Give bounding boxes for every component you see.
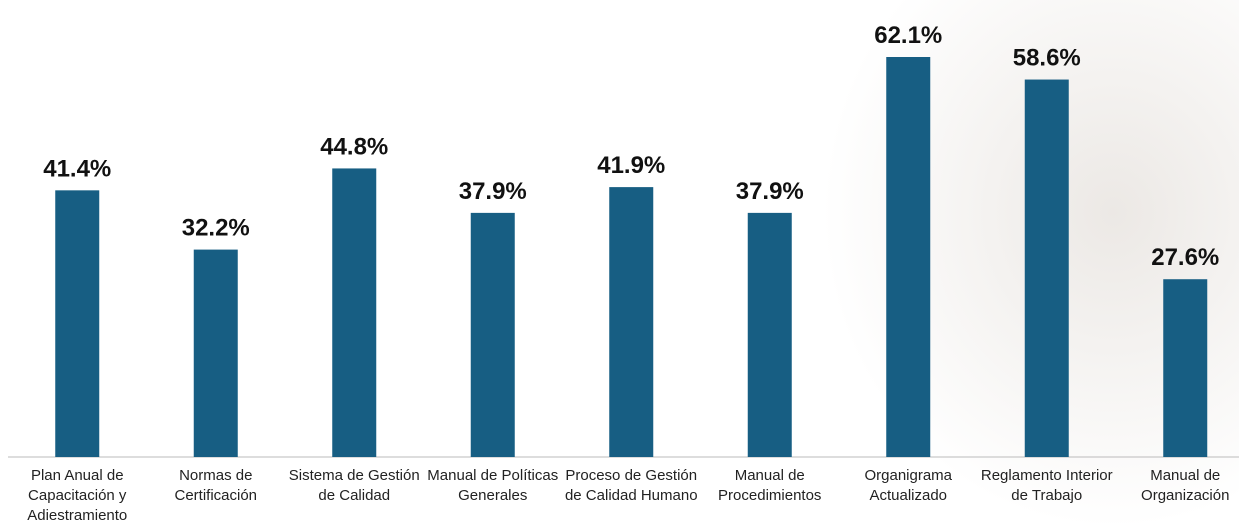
bar	[1025, 80, 1069, 457]
bar	[471, 213, 515, 457]
x-tick-label: Manual de Organización	[1118, 466, 1239, 506]
x-tick-label: Sistema de Gestión de Calidad	[287, 466, 421, 506]
value-label: 62.1%	[874, 22, 942, 49]
bar	[1163, 279, 1207, 457]
x-tick-label: Plan Anual de Capacitación y Adiestramie…	[10, 466, 144, 526]
bar	[332, 168, 376, 457]
value-label: 37.9%	[736, 178, 804, 205]
x-tick-label: Reglamento Interior de Trabajo	[980, 466, 1114, 506]
bar	[55, 190, 99, 457]
page: 41.4% 32.2% 44.8% 37.9% 41.9% 37.9% 62.1% 58.6%…	[0, 0, 1239, 531]
x-tick-label: Proceso de Gestión de Calidad Humano	[564, 466, 698, 506]
x-tick-label: Manual de Procedimientos	[703, 466, 837, 506]
bar	[886, 57, 930, 457]
bar	[609, 187, 653, 457]
value-label: 32.2%	[182, 215, 250, 242]
chart: 41.4% 32.2% 44.8% 37.9% 41.9% 37.9% 62.1% 58.6%…	[0, 0, 1239, 531]
bar	[748, 213, 792, 457]
value-label: 41.9%	[597, 152, 665, 179]
value-label: 27.6%	[1151, 244, 1219, 271]
value-label: 41.4%	[43, 155, 111, 182]
bar	[194, 250, 238, 457]
x-tick-label: Organigrama Actualizado	[841, 466, 975, 506]
value-label: 44.8%	[320, 133, 388, 160]
value-label: 37.9%	[459, 178, 527, 205]
x-tick-label: Manual de Políticas Generales	[426, 466, 560, 506]
value-label: 58.6%	[1013, 45, 1081, 72]
x-tick-label: Normas de Certificación	[149, 466, 283, 506]
